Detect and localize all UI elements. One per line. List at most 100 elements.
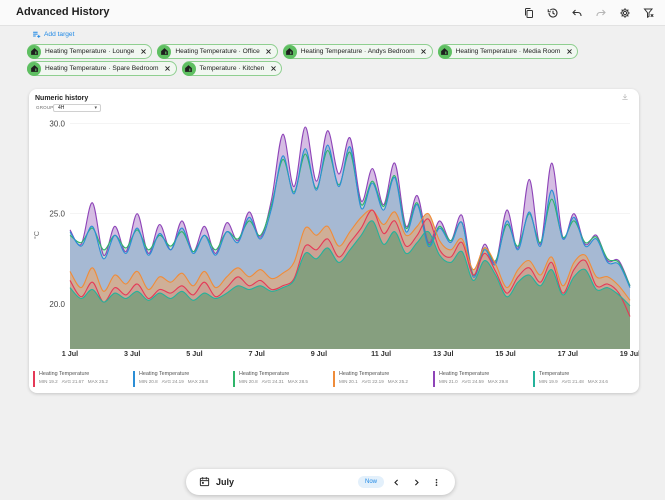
legend-max: MAX 25.2: [387, 379, 408, 384]
legend-stats: MIN 19.2 AVG 21.67 MAX 25.2: [39, 378, 133, 385]
x-tick-label: 13 Jul: [433, 349, 453, 358]
legend-item[interactable]: Heating Temperature MIN 21.0 AVG 24.59 MAX…: [433, 371, 533, 387]
legend-min: MIN 19.2: [39, 379, 58, 384]
home-thermometer-icon: [282, 44, 297, 59]
series-area: [70, 220, 630, 349]
legend-series-name: Heating Temperature: [39, 371, 90, 377]
home-thermometer-icon: [27, 61, 41, 76]
home-thermometer-icon: [437, 44, 452, 59]
legend-item[interactable]: Heating Temperature MIN 19.2 AVG 21.67 MAX…: [33, 371, 133, 387]
legend-stats: MIN 20.8 AVG 24.31 MAX 28.5: [239, 378, 333, 385]
legend-series-name: Heating Temperature: [339, 371, 390, 377]
legend-min: MIN 20.8: [239, 379, 258, 384]
copy-icon[interactable]: [517, 3, 541, 23]
y-tick-label: 30.0: [49, 119, 65, 128]
add-target-label: Add target: [44, 31, 75, 38]
next-button[interactable]: [409, 475, 423, 489]
chip-label: Heating Temperature · Media Room: [455, 48, 561, 55]
x-tick-label: 1 Jul: [62, 349, 78, 358]
target-chip[interactable]: Heating Temperature · Media Room: [437, 44, 579, 59]
legend-item[interactable]: Heating Temperature MIN 20.1 AVG 22.19 MAX…: [333, 371, 433, 387]
legend-min: MIN 20.8: [139, 379, 158, 384]
y-tick-label: 20.0: [49, 300, 65, 309]
group-label: GROUP: [36, 105, 54, 110]
chip-label: Heating Temperature · Lounge: [45, 48, 135, 55]
legend-stats: MIN 19.9 AVG 21.48 MAX 24.6: [539, 378, 633, 385]
legend-item[interactable]: Heating Temperature MIN 20.8 AVG 24.19 MAX…: [133, 371, 233, 387]
target-chip[interactable]: Heating Temperature · Office: [157, 44, 278, 59]
legend-max: MAX 28.8: [187, 379, 208, 384]
close-icon[interactable]: [420, 48, 428, 56]
now-button[interactable]: Now: [358, 476, 384, 488]
group-value: 4H: [58, 105, 65, 111]
y-axis-label: °C: [33, 231, 41, 239]
legend-max: MAX 28.5: [287, 379, 308, 384]
chevron-left-icon: [393, 478, 398, 486]
close-icon[interactable]: [139, 48, 147, 56]
target-chip[interactable]: Heating Temperature · Spare Bedroom: [27, 61, 177, 76]
redo-icon[interactable]: [589, 3, 613, 23]
home-thermometer-icon: [27, 44, 41, 59]
close-icon[interactable]: [265, 48, 273, 56]
legend-avg: AVG 22.19: [361, 379, 384, 384]
previous-button[interactable]: [389, 475, 403, 489]
top-app-bar: Advanced History: [0, 0, 665, 26]
settings-icon[interactable]: [613, 3, 637, 23]
home-thermometer-icon: [181, 61, 196, 76]
x-tick-label: 3 Jul: [124, 349, 140, 358]
close-icon[interactable]: [269, 65, 277, 73]
legend-item[interactable]: Temperature MIN 19.9 AVG 21.48 MAX 24.6: [533, 371, 633, 387]
legend-min: MIN 20.1: [339, 379, 358, 384]
app-title: Advanced History: [16, 6, 110, 18]
x-tick-label: 15 Jul: [495, 349, 515, 358]
add-target-button[interactable]: Add target: [32, 30, 74, 39]
series-line: [69, 209, 631, 317]
legend-max: MAX 25.2: [87, 379, 108, 384]
legend-avg: AVG 24.19: [161, 379, 184, 384]
history-chart[interactable]: 30.0 25.0 20.0 °C 1 Jul 3 Jul 5 Jul 7 Jul 9 Jul 1…: [29, 89, 639, 369]
download-icon[interactable]: [621, 93, 629, 101]
legend-max: MAX 24.6: [587, 379, 608, 384]
legend-stats: MIN 21.0 AVG 24.59 MAX 29.8: [439, 378, 533, 385]
legend-min: MIN 21.0: [439, 379, 458, 384]
legend-avg: AVG 24.59: [461, 379, 484, 384]
playlist-add-icon: [33, 31, 41, 38]
x-tick-label: 7 Jul: [248, 349, 264, 358]
more-button[interactable]: [429, 475, 443, 489]
legend-avg: AVG 21.48: [561, 379, 584, 384]
legend-max: MAX 29.8: [487, 379, 508, 384]
close-icon[interactable]: [164, 65, 172, 73]
home-thermometer-icon: [157, 44, 172, 59]
x-tick-label: 19 Jul: [620, 349, 639, 358]
legend-series-name: Heating Temperature: [139, 371, 190, 377]
calendar-icon[interactable]: [199, 476, 210, 487]
legend-stats: MIN 20.1 AVG 22.19 MAX 25.2: [339, 378, 433, 385]
undo-icon[interactable]: [565, 3, 589, 23]
x-tick-label: 17 Jul: [558, 349, 578, 358]
close-icon[interactable]: [565, 48, 573, 56]
group-select[interactable]: 4H ▾: [53, 104, 101, 112]
legend-series-name: Heating Temperature: [239, 371, 290, 377]
target-chip[interactable]: Heating Temperature · Andys Bedroom: [282, 44, 433, 59]
history-card: 30.0 25.0 20.0 °C 1 Jul 3 Jul 5 Jul 7 Jul 9 Jul 1…: [29, 89, 639, 393]
legend-avg: AVG 24.31: [261, 379, 284, 384]
x-tick-label: 11 Jul: [371, 349, 391, 358]
toolbar-actions: [517, 3, 661, 23]
legend-min: MIN 19.9: [539, 379, 558, 384]
legend-series-name: Temperature: [539, 371, 570, 377]
chip-label: Heating Temperature · Spare Bedroom: [45, 65, 159, 72]
legend-avg: AVG 21.67: [61, 379, 84, 384]
chart-legend: Heating Temperature MIN 19.2 AVG 21.67 MAX…: [33, 371, 633, 387]
legend-item[interactable]: Heating Temperature MIN 20.8 AVG 24.31 MAX…: [233, 371, 333, 387]
date-navigation-bar: July Now: [186, 469, 455, 495]
month-label[interactable]: July: [216, 477, 235, 487]
chip-label: Heating Temperature · Andys Bedroom: [300, 48, 415, 55]
history-icon[interactable]: [541, 3, 565, 23]
filter-remove-icon[interactable]: [637, 3, 661, 23]
y-tick-label: 25.0: [49, 210, 65, 219]
series-line: [69, 220, 631, 307]
target-chip[interactable]: Temperature · Kitchen: [181, 61, 283, 76]
x-tick-label: 9 Jul: [311, 349, 327, 358]
target-chips: Heating Temperature · Lounge Heating Tem…: [27, 44, 627, 76]
target-chip[interactable]: Heating Temperature · Lounge: [27, 44, 153, 59]
